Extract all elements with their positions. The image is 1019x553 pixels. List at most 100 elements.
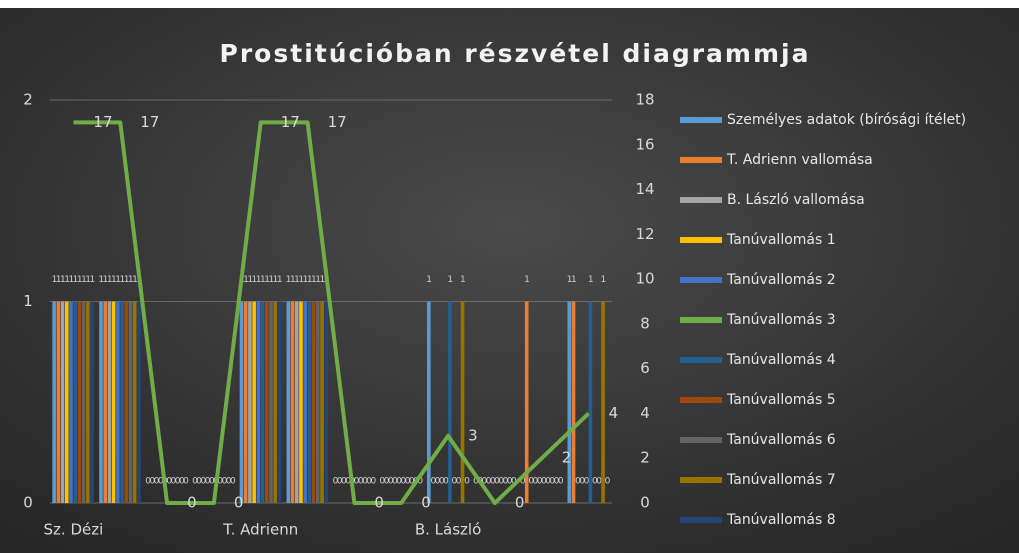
bar-value-label: 1 <box>571 275 577 285</box>
bar <box>260 301 265 503</box>
bar <box>601 301 605 503</box>
bar-value-label: 1 <box>303 275 309 285</box>
bar-value-label: 1 <box>98 275 104 285</box>
bar-value-label: 0 <box>456 477 462 487</box>
bar-value-label: 1 <box>243 275 249 285</box>
bar <box>120 301 124 503</box>
bar-value-label: 0 <box>388 477 394 487</box>
bar-value-label: 0 <box>341 477 347 487</box>
bar <box>256 301 261 503</box>
bar-value-label: 1 <box>311 275 317 285</box>
bar-value-label: 1 <box>107 275 113 285</box>
legend-swatch <box>680 397 722 403</box>
bar <box>248 301 252 503</box>
bar-value-label: 0 <box>494 477 500 487</box>
bar-value-label: 0 <box>579 477 585 487</box>
bar-value-label: 0 <box>490 477 496 487</box>
bar-value-label: 0 <box>584 477 590 487</box>
bar-value-label: 0 <box>541 477 547 487</box>
bar <box>524 301 529 503</box>
bar <box>137 301 141 503</box>
bar-value-label: 1 <box>268 275 274 285</box>
bar <box>324 301 329 503</box>
bar-value-label: 1 <box>85 275 91 285</box>
y2-tick-label: 14 <box>635 180 654 198</box>
y2-tick-label: 6 <box>640 359 650 377</box>
line-value-label: 17 <box>281 113 300 131</box>
bar-value-label: 0 <box>396 477 402 487</box>
bar-value-label: 0 <box>482 477 488 487</box>
bar <box>99 301 103 503</box>
bar-value-label: 1 <box>524 275 530 285</box>
bar-value-label: 1 <box>290 275 296 285</box>
bar-value-label: 0 <box>503 477 509 487</box>
bar-value-label: 1 <box>247 275 253 285</box>
bar-value-label: 0 <box>384 477 390 487</box>
legend-swatch <box>680 277 722 283</box>
bar <box>239 301 244 503</box>
bar-value-label: 0 <box>166 477 172 487</box>
bar-value-label: 0 <box>358 477 364 487</box>
bar <box>60 301 65 503</box>
bar-value-label: 0 <box>226 477 232 487</box>
bar <box>307 301 312 503</box>
bar-value-label: 1 <box>307 275 313 285</box>
legend-swatch <box>680 437 722 443</box>
bar-value-label: 1 <box>64 275 70 285</box>
bar-value-label: 1 <box>60 275 66 285</box>
bar-value-label: 0 <box>230 477 236 487</box>
bar-value-label: 0 <box>400 477 406 487</box>
bar-value-label: 0 <box>558 477 564 487</box>
legend-label: Tanúvallomás 2 <box>726 272 836 288</box>
bar-value-label: 1 <box>264 275 270 285</box>
bar <box>264 301 269 503</box>
bar-value-label: 0 <box>196 477 202 487</box>
bar-value-label: 1 <box>315 275 321 285</box>
bar <box>273 301 278 503</box>
bar-value-label: 0 <box>435 477 441 487</box>
line-value-label: 0 <box>515 494 525 512</box>
bar-value-label: 0 <box>511 477 517 487</box>
bar <box>111 301 116 503</box>
bar <box>299 301 303 503</box>
bar-value-label: 0 <box>362 477 368 487</box>
bar <box>77 301 82 503</box>
bar-value-label: 0 <box>417 477 423 487</box>
bar <box>52 301 56 503</box>
bar-value-label: 1 <box>73 275 79 285</box>
bar-value-label: 0 <box>149 477 155 487</box>
bar-value-label: 0 <box>337 477 343 487</box>
bar-value-label: 1 <box>252 275 258 285</box>
bar-value-label: 0 <box>439 477 445 487</box>
bar <box>588 301 593 503</box>
legend-label: Tanúvallomás 8 <box>726 512 836 528</box>
y-tick-label: 2 <box>23 91 33 109</box>
bar-value-label: 0 <box>533 477 539 487</box>
bar-value-label: 1 <box>124 275 130 285</box>
bar-value-label: 0 <box>171 477 177 487</box>
legend-swatch <box>680 237 722 243</box>
legend-swatch <box>680 517 722 523</box>
bar-value-label: 0 <box>554 477 560 487</box>
bar <box>86 301 90 503</box>
bar <box>294 301 299 503</box>
legend-swatch <box>680 117 722 123</box>
legend-swatch <box>680 477 722 483</box>
bar-value-label: 0 <box>222 477 228 487</box>
legend-swatch <box>680 157 722 163</box>
legend-label: Tanúvallomás 7 <box>726 472 836 488</box>
line-value-label: 0 <box>374 494 384 512</box>
bar <box>320 301 324 503</box>
legend-swatch <box>680 197 722 203</box>
line-value-label: 4 <box>609 404 619 422</box>
bar <box>567 301 572 503</box>
bar-value-label: 0 <box>605 477 611 487</box>
legend-swatch <box>680 357 722 363</box>
legend-label: B. László vallomása <box>727 192 865 208</box>
bar <box>460 301 465 503</box>
bar-value-label: 0 <box>192 477 198 487</box>
line-value-label: 0 <box>421 494 431 512</box>
bar-value-label: 1 <box>286 275 292 285</box>
bar <box>316 301 320 503</box>
y-tick-label: 1 <box>23 292 33 310</box>
